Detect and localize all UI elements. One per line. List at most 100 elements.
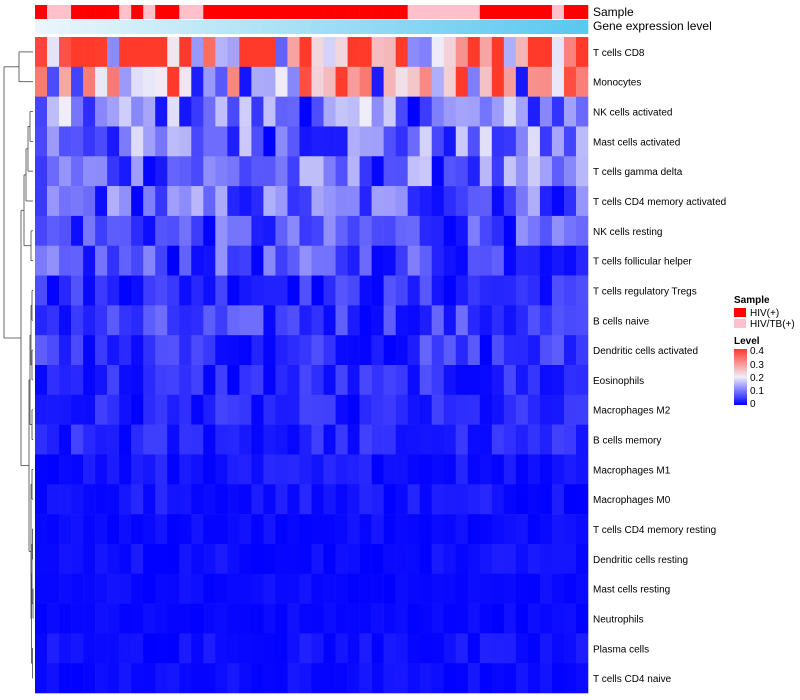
heatmap-cell — [191, 335, 204, 366]
heatmap-cell — [107, 66, 120, 97]
heatmap-cell — [263, 335, 276, 366]
heatmap-cell — [575, 245, 589, 276]
heatmap-cell — [431, 484, 445, 515]
heatmap-cell — [179, 245, 192, 276]
heatmap-cell — [143, 484, 156, 515]
heatmap-cell — [47, 454, 60, 485]
heatmap-cell — [335, 186, 348, 217]
heatmap-cell — [47, 215, 60, 247]
gene-expression-annotation-cell — [359, 20, 372, 34]
heatmap-cell — [335, 424, 348, 455]
heatmap-cell — [239, 335, 252, 366]
heatmap-cell — [503, 514, 517, 545]
heatmap-cell — [143, 573, 156, 604]
heatmap-cell — [311, 186, 324, 217]
sample-annotation-cell — [491, 5, 505, 19]
heatmap-cell — [203, 573, 216, 604]
gene-expression-annotation-cell — [287, 20, 300, 34]
heatmap-cell — [47, 633, 60, 664]
heatmap-cell — [251, 454, 264, 485]
heatmap-cell — [335, 96, 348, 127]
heatmap-cell — [467, 603, 481, 634]
heatmap-cell — [35, 275, 48, 306]
heatmap-cell — [47, 66, 60, 97]
heatmap-cell — [443, 424, 457, 455]
heatmap-cell — [191, 245, 204, 276]
heatmap-cell — [407, 514, 420, 545]
heatmap-cell — [143, 543, 156, 575]
heatmap-cell — [323, 66, 336, 97]
heatmap-cell — [215, 126, 228, 157]
heatmap-cell — [251, 37, 264, 68]
heatmap-cell — [527, 96, 541, 127]
heatmap-cell — [479, 633, 493, 664]
heatmap-cell — [239, 96, 252, 127]
heatmap-cell — [323, 663, 336, 694]
heatmap-cell — [47, 335, 60, 366]
heatmap-cell — [107, 514, 120, 545]
heatmap-cell — [227, 305, 240, 336]
heatmap-cell — [563, 126, 577, 157]
heatmap-cell — [311, 96, 324, 127]
heatmap-cell — [359, 156, 372, 187]
heatmap-cell — [83, 245, 96, 276]
heatmap-cell — [323, 394, 336, 425]
heatmap-cell — [323, 454, 336, 485]
heatmap-cell — [527, 514, 541, 545]
heatmap-cell — [239, 156, 252, 187]
heatmap-cell — [503, 394, 517, 425]
heatmap-cell — [443, 573, 457, 604]
heatmap-cell — [179, 484, 192, 515]
heatmap-cell — [539, 454, 553, 485]
heatmap-cell — [83, 603, 96, 634]
heatmap-cell — [47, 394, 60, 425]
heatmap-cell — [119, 663, 132, 694]
heatmap-cell — [203, 126, 216, 157]
heatmap-cell — [215, 573, 228, 604]
heatmap-cell — [203, 215, 216, 247]
heatmap-cell — [491, 215, 505, 247]
row-label: Neutrophils — [593, 614, 644, 625]
heatmap-cell — [167, 275, 180, 306]
heatmap-cell — [215, 66, 228, 97]
heatmap-cell — [143, 305, 156, 336]
heatmap-cell — [323, 126, 336, 157]
heatmap-cell — [119, 454, 132, 485]
heatmap-cell — [155, 305, 168, 336]
heatmap-cell — [371, 573, 384, 604]
heatmap-cell — [335, 156, 348, 187]
heatmap-cell — [59, 66, 72, 97]
heatmap-cells — [35, 37, 589, 694]
heatmap-cell — [287, 305, 300, 336]
heatmap-cell — [107, 424, 120, 455]
heatmap-cell — [395, 514, 408, 545]
heatmap-cell — [431, 215, 445, 247]
heatmap-cell — [491, 633, 505, 664]
heatmap-cell — [119, 484, 132, 515]
heatmap-cell — [395, 66, 408, 97]
heatmap-cell — [575, 454, 589, 485]
heatmap-cell — [95, 424, 108, 455]
heatmap-cell — [47, 573, 60, 604]
heatmap-cell — [179, 543, 192, 575]
heatmap-cell — [59, 603, 72, 634]
heatmap-cell — [335, 454, 348, 485]
gene-expression-annotation-cell — [311, 20, 324, 34]
heatmap-cell — [371, 126, 384, 157]
row-label: T cells CD8 — [593, 48, 645, 59]
heatmap-cell — [419, 156, 433, 187]
heatmap-cell — [503, 275, 517, 306]
row-label: Mast cells activated — [593, 137, 680, 148]
heatmap-cell — [167, 514, 180, 545]
heatmap-cell — [155, 66, 168, 97]
heatmap-cell — [443, 484, 457, 515]
heatmap-cell — [119, 335, 132, 366]
heatmap-cell — [119, 573, 132, 604]
heatmap-cell — [467, 394, 481, 425]
heatmap-cell — [347, 365, 360, 396]
heatmap-cell — [59, 37, 72, 68]
heatmap-cell — [407, 603, 420, 634]
gene-expression-annotation-cell — [347, 20, 360, 34]
heatmap-cell — [299, 186, 312, 217]
heatmap-cell — [527, 484, 541, 515]
